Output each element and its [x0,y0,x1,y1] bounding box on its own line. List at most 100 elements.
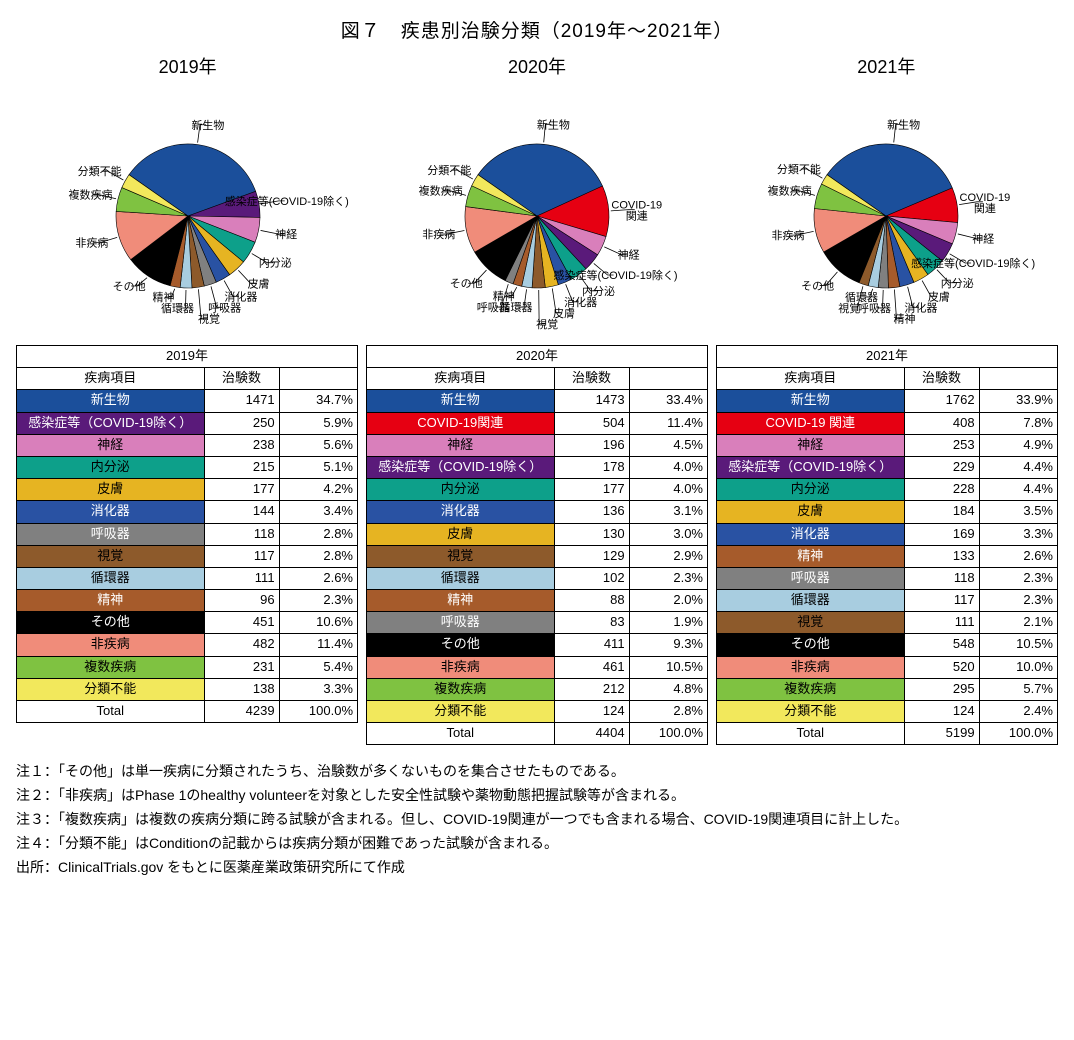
pct-cell: 11.4% [629,412,707,434]
col-header: 疾病項目 [367,368,555,390]
pie-label: 皮膚 [553,306,575,320]
cat-cell: 神経 [17,434,205,456]
table-row: COVID-19 関連4087.8% [717,412,1058,434]
pie-label: 感染症等(COVID-19除く) [224,194,348,208]
pie-label: 感染症等(COVID-19除く) [911,256,1035,270]
value-cell: 482 [204,634,279,656]
pie-label: その他 [450,277,483,290]
pie-label: 内分泌 [582,284,615,298]
table-row: 呼吸器831.9% [367,612,708,634]
cat-cell: 消化器 [717,523,905,545]
pie-label: 視覚 [536,317,558,331]
value-cell: 451 [204,612,279,634]
table-row: 非疾病46110.5% [367,656,708,678]
cat-cell: 皮膚 [17,479,205,501]
table-row: 循環器1172.3% [717,590,1058,612]
table-row: 精神882.0% [367,590,708,612]
pie-label: 複数疾病 [68,188,112,202]
value-cell: 295 [904,678,979,700]
pct-cell: 2.6% [279,567,357,589]
pie-year-label: 2021年 [715,53,1058,79]
cat-cell: 呼吸器 [17,523,205,545]
value-cell: 177 [204,479,279,501]
cat-cell: 内分泌 [367,479,555,501]
table-row: 新生物147333.4% [367,390,708,412]
pct-cell: 2.3% [979,567,1057,589]
col-header: 治験数 [204,368,279,390]
value-cell: 102 [554,567,629,589]
pie-label: その他 [112,280,145,293]
pct-cell: 2.8% [279,545,357,567]
value-cell: 124 [904,701,979,723]
cat-cell: 新生物 [367,390,555,412]
value-cell: 520 [904,656,979,678]
table-year-header: 2020年 [367,346,708,368]
pct-cell: 10.5% [629,656,707,678]
value-cell: 83 [554,612,629,634]
pie-label: 分類不能 [77,164,121,178]
cat-cell: Total [17,701,205,723]
pie-label: 分類不能 [777,162,821,176]
table-row: 感染症等（COVID-19除く）2294.4% [717,456,1058,478]
value-cell: 184 [904,501,979,523]
pct-cell: 33.4% [629,390,707,412]
table-row: 神経2534.9% [717,434,1058,456]
pie-label: 消化器 [224,289,257,303]
tables-row: 2019年疾病項目治験数新生物147134.7%感染症等（COVID-19除く）… [16,345,1058,745]
value-cell: 1471 [204,390,279,412]
table-2020年: 2020年疾病項目治験数新生物147333.4%COVID-19関連50411.… [366,345,708,745]
table-row: 皮膚1303.0% [367,523,708,545]
table-row: 分類不能1242.8% [367,701,708,723]
pie-label: 神経 [275,227,297,241]
pct-cell: 11.4% [279,634,357,656]
pct-cell: 4.4% [979,456,1057,478]
cat-cell: 神経 [717,434,905,456]
cat-cell: 精神 [717,545,905,567]
notes-block: 注１：「その他」は単一疾病に分類されたうち、治験数が多くないものを集合させたもの… [16,761,1058,878]
cat-cell: その他 [367,634,555,656]
pct-cell: 5.6% [279,434,357,456]
pie-label: 消化器 [564,295,597,309]
pct-cell: 3.0% [629,523,707,545]
table-row: 感染症等（COVID-19除く）1784.0% [367,456,708,478]
col-header [629,368,707,390]
cat-cell: その他 [717,634,905,656]
col-header: 治験数 [904,368,979,390]
value-cell: 178 [554,456,629,478]
pie-label: 皮膚 [247,276,269,290]
cat-cell: 分類不能 [717,701,905,723]
value-cell: 228 [904,479,979,501]
table-row: 消化器1443.4% [17,501,358,523]
value-cell: 411 [554,634,629,656]
table-row: 内分泌2155.1% [17,456,358,478]
table-year-header: 2019年 [17,346,358,368]
col-header [979,368,1057,390]
table-row: 消化器1693.3% [717,523,1058,545]
pct-cell: 4.0% [629,456,707,478]
cat-cell: 精神 [17,590,205,612]
value-cell: 408 [904,412,979,434]
pct-cell: 3.5% [979,501,1057,523]
cat-cell: 呼吸器 [367,612,555,634]
table-row: 視覚1172.8% [17,545,358,567]
pct-cell: 4.0% [629,479,707,501]
pct-cell: 5.4% [279,656,357,678]
pie-label: 分類不能 [427,163,471,177]
value-cell: 5199 [904,723,979,745]
value-cell: 504 [554,412,629,434]
pct-cell: 10.0% [979,656,1057,678]
cat-cell: 複数疾病 [17,656,205,678]
cat-cell: 内分泌 [717,479,905,501]
cat-cell: 新生物 [717,390,905,412]
cat-cell: 皮膚 [367,523,555,545]
cat-cell: 感染症等（COVID-19除く） [367,456,555,478]
table-row: Total4404100.0% [367,723,708,745]
pie-label: COVID-19関連 [611,200,662,223]
value-cell: 231 [204,656,279,678]
value-cell: 96 [204,590,279,612]
pct-cell: 34.7% [279,390,357,412]
table-row: 視覚1292.9% [367,545,708,567]
table-row: 呼吸器1182.3% [717,567,1058,589]
cat-cell: 呼吸器 [717,567,905,589]
pie-label: 非疾病 [772,228,805,242]
